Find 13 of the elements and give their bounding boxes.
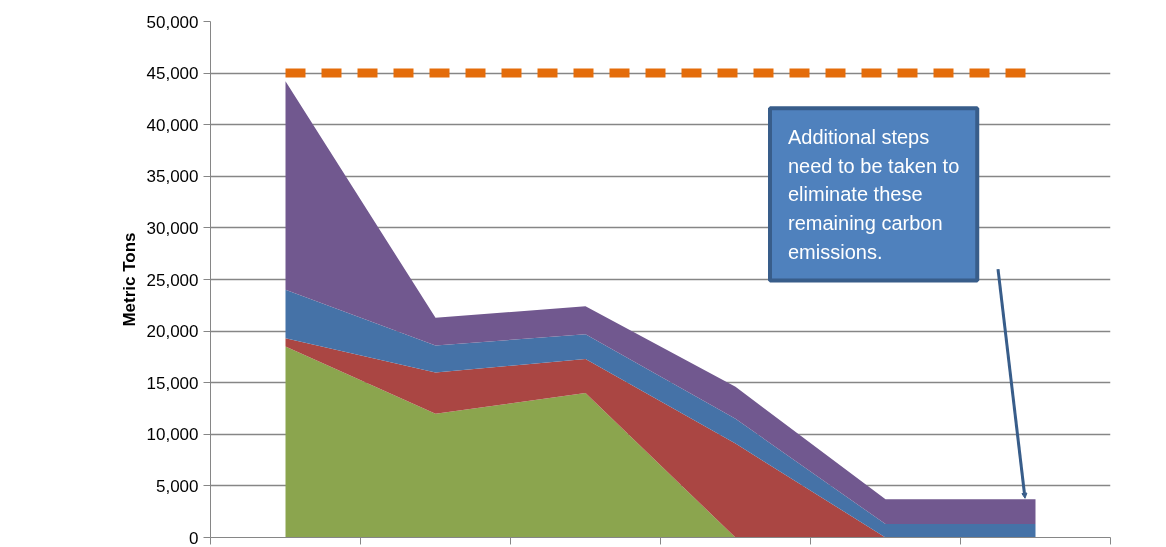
y-tick-label: 35,000 [146, 167, 199, 187]
y-tick-label: 10,000 [146, 425, 199, 445]
annotation: Additional steps need to be taken to eliminate these remaining carbon emissions. [788, 126, 960, 263]
y-tick-label: 40,000 [146, 115, 199, 135]
y-tick-label: 20,000 [146, 322, 199, 342]
y-axis-title: Metric Tons [119, 232, 139, 327]
y-tick-label: 25,000 [146, 270, 199, 290]
y-tick-label: 15,000 [146, 373, 199, 393]
y-tick-label: 50,000 [146, 12, 199, 32]
y-tick-label: 5,000 [155, 476, 199, 496]
y-tick-label: 45,000 [146, 64, 199, 84]
y-tick-label: 30,000 [146, 218, 199, 238]
y-tick-label: 0 [189, 528, 199, 547]
